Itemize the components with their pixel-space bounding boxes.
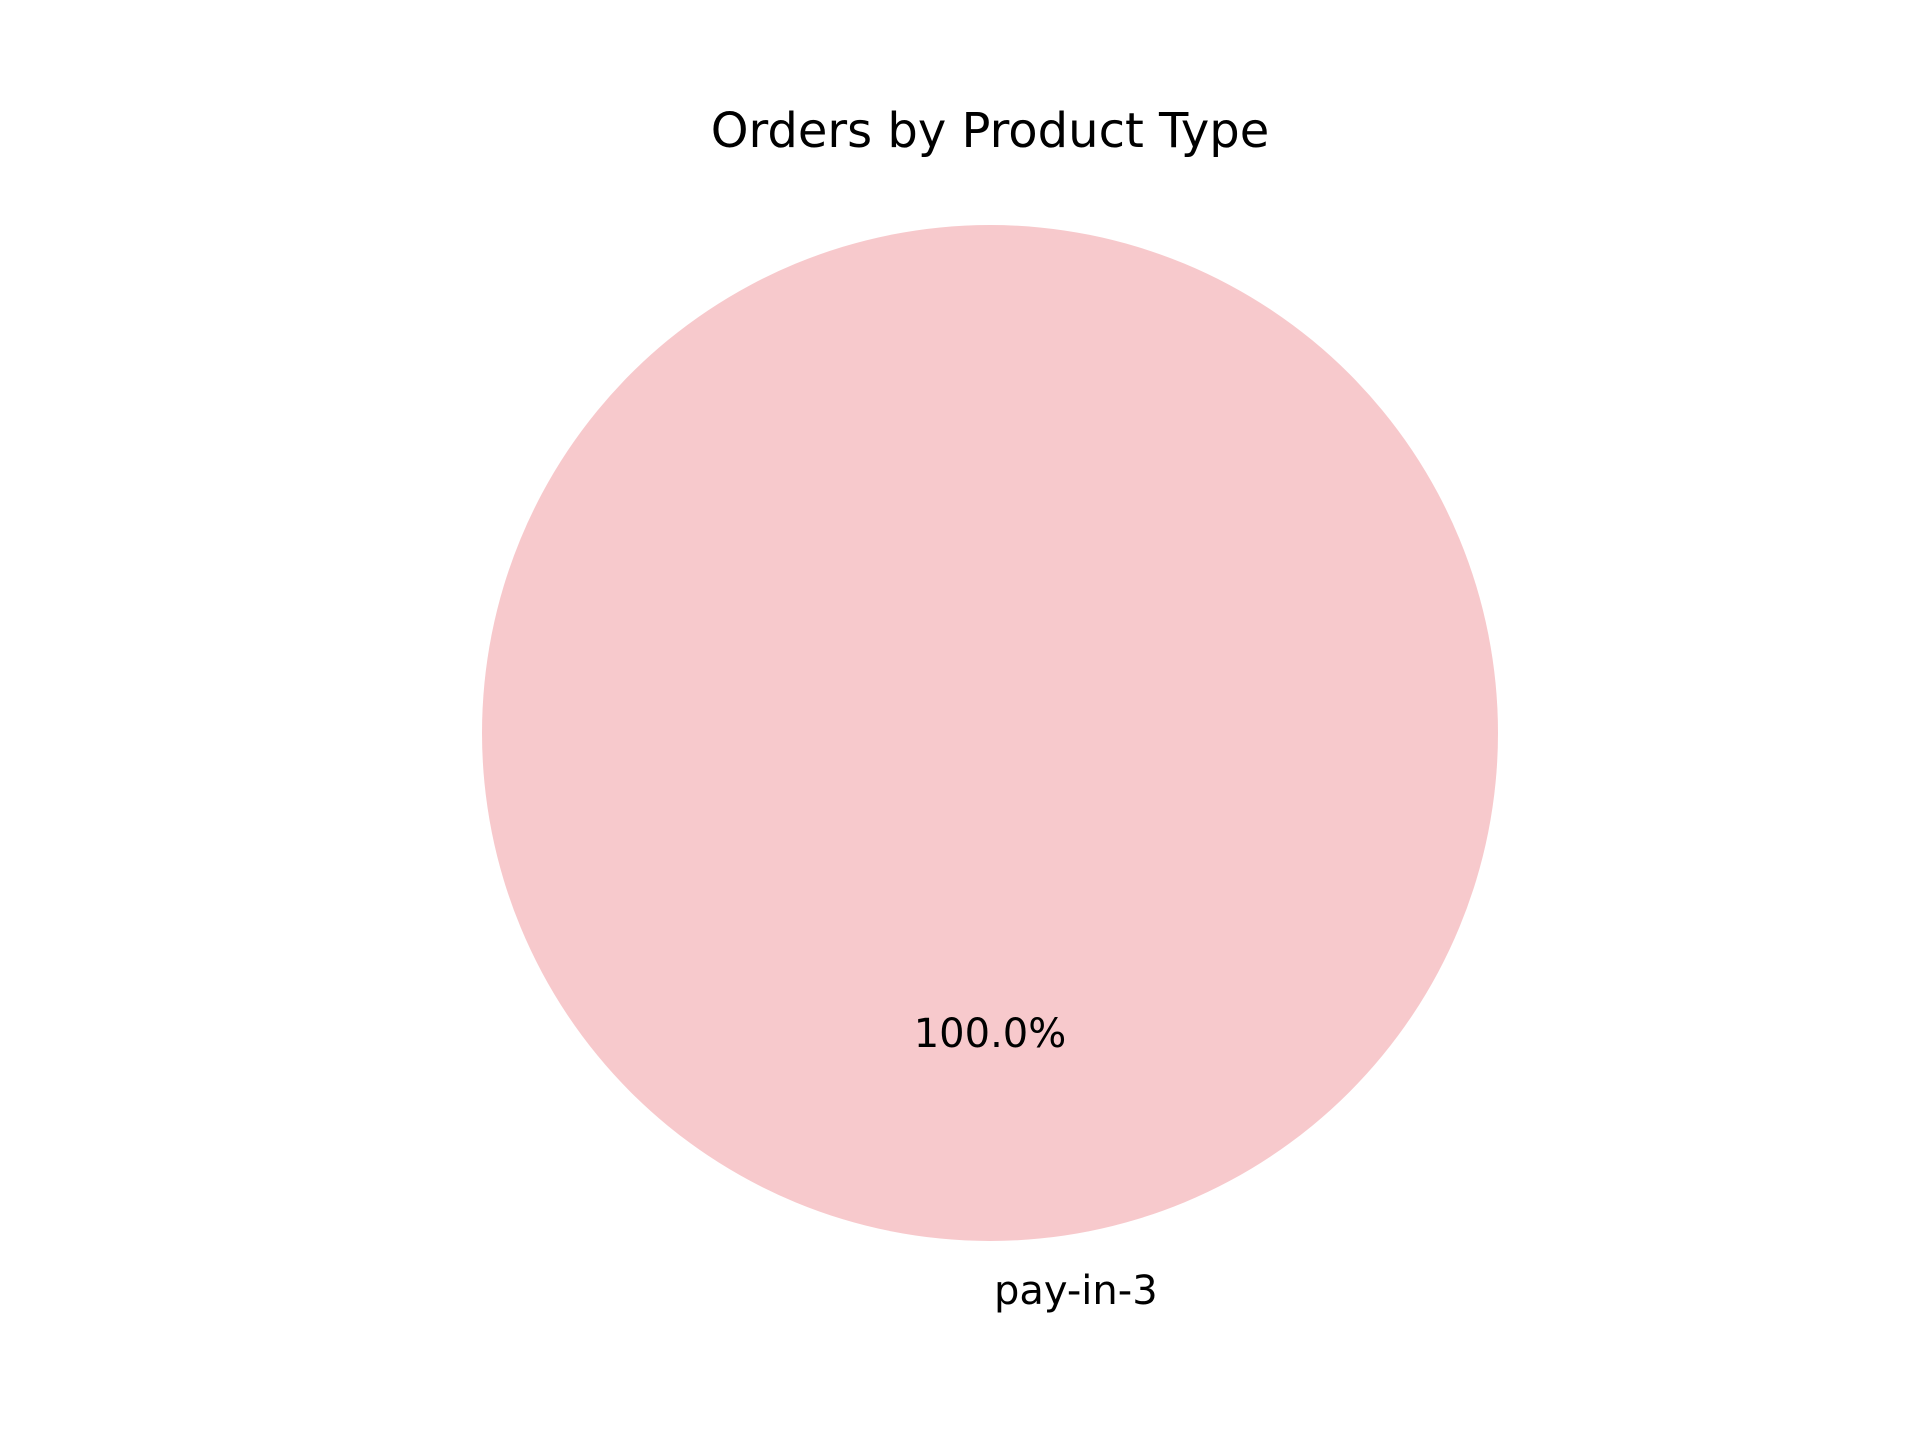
pie-slice-pay-in-3 [482,225,1498,1241]
slice-percent-label: 100.0% [914,1011,1067,1057]
pie-labels: pay-in-3 100.0% [914,1011,1158,1314]
pie-slices [482,225,1498,1241]
chart-title: Orders by Product Type [711,103,1270,159]
slice-category-label: pay-in-3 [994,1268,1158,1314]
